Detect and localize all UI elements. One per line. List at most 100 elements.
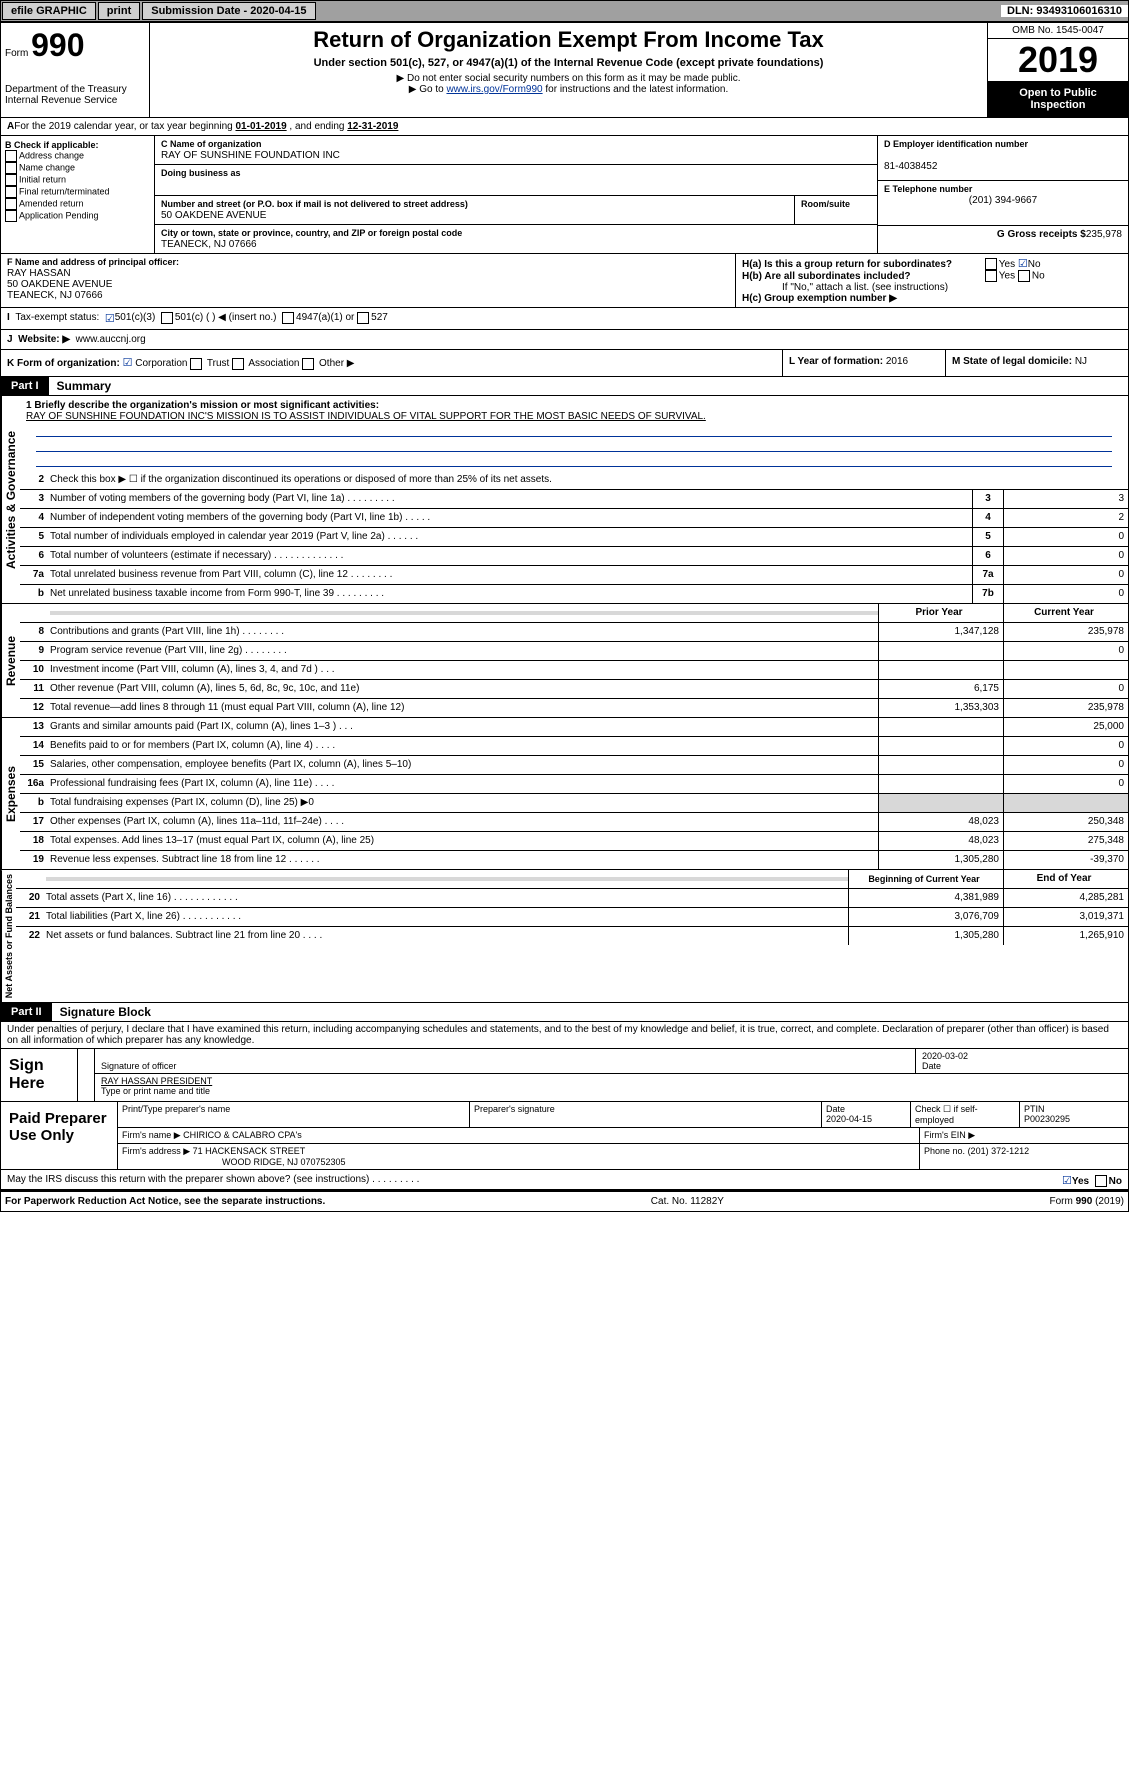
period-end: 12-31-2019 (347, 121, 398, 132)
form-number: 990 (31, 27, 84, 63)
discuss-no-checkbox[interactable] (1095, 1175, 1107, 1187)
501c-checkbox[interactable] (161, 312, 173, 324)
part1-title: Summary (49, 377, 1128, 396)
summary-row: 14Benefits paid to or for members (Part … (20, 737, 1128, 756)
form-subtitle: Under section 501(c), 527, or 4947(a)(1)… (154, 57, 983, 69)
dln: DLN: 93493106016310 (1001, 5, 1128, 17)
summary-row: 13Grants and similar amounts paid (Part … (20, 718, 1128, 737)
k-corp: Corporation (135, 358, 187, 369)
501c3: 501(c)(3) (115, 312, 156, 325)
header: Form 990 Department of the Treasury Inte… (1, 23, 1128, 118)
expenses-label: Expenses (1, 718, 20, 869)
officer-addr2: TEANECK, NJ 07666 (7, 290, 103, 301)
end-year-hdr: End of Year (1003, 870, 1128, 888)
print-button[interactable]: print (98, 2, 140, 20)
addr-label: Number and street (or P.O. box if mail i… (161, 199, 468, 209)
ein-label: D Employer identification number (884, 139, 1028, 149)
officer-label: F Name and address of principal officer: (7, 257, 179, 267)
summary-row: 4Number of independent voting members of… (20, 509, 1128, 528)
summary-row: 5Total number of individuals employed in… (20, 528, 1128, 547)
ptin-label: PTIN (1024, 1104, 1045, 1114)
summary-row: 19Revenue less expenses. Subtract line 1… (20, 851, 1128, 869)
hb-label: H(b) Are all subordinates included? (742, 271, 982, 282)
ha-label: H(a) Is this a group return for subordin… (742, 259, 982, 270)
mission-label: 1 Briefly describe the organization's mi… (26, 400, 379, 411)
hb-no-checkbox[interactable] (1018, 270, 1030, 282)
officer-name: RAY HASSAN (7, 268, 71, 279)
section-b-label: B Check if applicable: (5, 140, 99, 150)
firm-phone-label: Phone no. (924, 1146, 965, 1156)
paid-preparer-label: Paid Preparer Use Only (1, 1102, 118, 1169)
opt-name-change: Name change (19, 162, 75, 172)
org-city: TEANECK, NJ 07666 (161, 239, 257, 250)
footer-form-num: 990 (1076, 1196, 1093, 1207)
firm-name-label: Firm's name ▶ (122, 1130, 181, 1140)
phone: (201) 394-9667 (969, 195, 1037, 206)
yes-label: Yes (999, 259, 1015, 270)
website-label: Website: ▶ (18, 334, 70, 345)
top-bar: efile GRAPHIC print Submission Date - 20… (0, 0, 1129, 22)
prep-date: 2020-04-15 (826, 1114, 872, 1124)
summary-row: 2Check this box ▶ ☐ if the organization … (20, 471, 1128, 490)
part2-title: Signature Block (52, 1003, 1128, 1022)
instruction-2-post: for instructions and the latest informat… (543, 84, 729, 95)
inspection-badge: Open to Public Inspection (988, 81, 1128, 117)
hb-yes-checkbox[interactable] (985, 270, 997, 282)
ha-yes-checkbox[interactable] (985, 258, 997, 270)
firm-addr2: WOOD RIDGE, NJ 070752305 (122, 1157, 346, 1167)
summary-row: 8Contributions and grants (Part VIII, li… (20, 623, 1128, 642)
room-label: Room/suite (801, 199, 850, 209)
org-name: RAY OF SUNSHINE FOUNDATION INC (161, 150, 340, 161)
period-row: AFor the 2019 calendar year, or tax year… (1, 118, 1128, 136)
firm-ein-label: Firm's EIN ▶ (924, 1130, 975, 1140)
revenue-label: Revenue (1, 604, 20, 717)
opt-initial: Initial return (19, 174, 66, 184)
other-checkbox[interactable] (302, 358, 314, 370)
period-begin: 01-01-2019 (235, 121, 286, 132)
opt-final: Final return/terminated (19, 186, 110, 196)
yes-label-2: Yes (999, 271, 1015, 282)
discuss-yes: Yes (1072, 1176, 1089, 1187)
527: 527 (371, 312, 388, 325)
current-year-hdr: Current Year (1003, 604, 1128, 622)
gross-label: G Gross receipts $ (997, 229, 1086, 240)
trust-checkbox[interactable] (190, 358, 202, 370)
instruction-2-pre: ▶ Go to (409, 84, 447, 95)
k-assoc: Association (248, 358, 299, 369)
summary-row: 3Number of voting members of the governi… (20, 490, 1128, 509)
assoc-checkbox[interactable] (232, 358, 244, 370)
name-change-checkbox[interactable] (5, 162, 17, 174)
initial-return-checkbox[interactable] (5, 174, 17, 186)
irs-label: Internal Revenue Service (5, 95, 145, 106)
tax-status-label: Tax-exempt status: (15, 312, 99, 325)
no-label: No (1028, 259, 1041, 270)
addr-change-checkbox[interactable] (5, 150, 17, 162)
opt-pending: Application Pending (19, 210, 99, 220)
final-return-checkbox[interactable] (5, 186, 17, 198)
summary-row: 10Investment income (Part VIII, column (… (20, 661, 1128, 680)
section-b: B Check if applicable: Address change Na… (1, 136, 155, 253)
form-page: Form 990 Department of the Treasury Inte… (0, 22, 1129, 1212)
officer-addr1: 50 OAKDENE AVENUE (7, 279, 112, 290)
discuss-text: May the IRS discuss this return with the… (7, 1174, 419, 1185)
website: www.auccnj.org (76, 334, 146, 345)
527-checkbox[interactable] (357, 312, 369, 324)
opt-addr-change: Address change (19, 150, 84, 160)
4947-checkbox[interactable] (282, 312, 294, 324)
m-label: M State of legal domicile: (952, 356, 1072, 367)
instruction-1: ▶ Do not enter social security numbers o… (154, 73, 983, 84)
pending-checkbox[interactable] (5, 210, 17, 222)
summary-row: 15Salaries, other compensation, employee… (20, 756, 1128, 775)
dba-label: Doing business as (161, 168, 241, 178)
summary-row: 18Total expenses. Add lines 13–17 (must … (20, 832, 1128, 851)
amended-checkbox[interactable] (5, 198, 17, 210)
firm-name: CHIRICO & CALABRO CPA's (183, 1130, 302, 1140)
cat-no: Cat. No. 11282Y (651, 1196, 724, 1207)
org-name-label: C Name of organization (161, 139, 262, 149)
prep-check-label: Check ☐ if self-employed (915, 1104, 978, 1125)
firm-addr-label: Firm's address ▶ (122, 1146, 190, 1156)
501c: 501(c) ( ) ◀ (insert no.) (175, 312, 277, 325)
prep-sig-label: Preparer's signature (474, 1104, 555, 1114)
form990-link[interactable]: www.irs.gov/Form990 (446, 84, 542, 95)
form-title: Return of Organization Exempt From Incom… (154, 27, 983, 53)
